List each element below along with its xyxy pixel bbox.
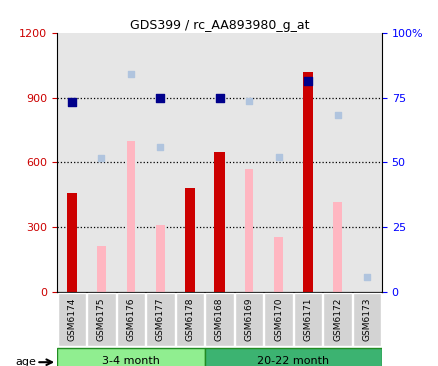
Title: GDS399 / rc_AA893980_g_at: GDS399 / rc_AA893980_g_at — [130, 19, 308, 32]
FancyBboxPatch shape — [264, 293, 292, 346]
FancyBboxPatch shape — [87, 293, 115, 346]
Text: GSM6177: GSM6177 — [155, 297, 165, 341]
Bar — [274, 237, 282, 292]
Bar — [234, 33, 263, 292]
Text: GSM6169: GSM6169 — [244, 297, 253, 341]
FancyBboxPatch shape — [293, 293, 321, 346]
FancyBboxPatch shape — [352, 293, 381, 346]
Text: GSM6174: GSM6174 — [67, 297, 76, 341]
Bar — [333, 202, 341, 292]
Bar — [352, 33, 381, 292]
Text: GSM6175: GSM6175 — [97, 297, 106, 341]
Text: GSM6178: GSM6178 — [185, 297, 194, 341]
Point — [156, 144, 163, 150]
FancyBboxPatch shape — [234, 293, 263, 346]
Point — [275, 154, 282, 160]
Bar — [116, 33, 145, 292]
Point — [98, 155, 105, 161]
Point — [245, 98, 252, 104]
Point — [68, 99, 75, 105]
Bar — [322, 33, 352, 292]
Point — [333, 112, 340, 118]
Bar — [97, 246, 105, 292]
Text: 3-4 month: 3-4 month — [102, 356, 159, 366]
FancyBboxPatch shape — [57, 348, 204, 366]
Bar — [244, 169, 253, 292]
Bar — [156, 225, 164, 292]
Text: GSM6170: GSM6170 — [273, 297, 283, 341]
Bar — [127, 141, 135, 292]
Point — [215, 95, 223, 101]
Bar — [184, 188, 194, 292]
Bar — [145, 33, 175, 292]
Bar — [293, 33, 322, 292]
Text: GSM6168: GSM6168 — [215, 297, 223, 341]
FancyBboxPatch shape — [323, 293, 351, 346]
Text: GSM6172: GSM6172 — [332, 297, 341, 341]
Bar — [302, 72, 313, 292]
Bar — [67, 193, 77, 292]
FancyBboxPatch shape — [175, 293, 204, 346]
FancyBboxPatch shape — [146, 293, 174, 346]
FancyBboxPatch shape — [57, 293, 86, 346]
Text: GSM6173: GSM6173 — [362, 297, 371, 341]
FancyBboxPatch shape — [204, 348, 381, 366]
Text: GSM6171: GSM6171 — [303, 297, 312, 341]
FancyBboxPatch shape — [117, 293, 145, 346]
Point — [363, 274, 370, 280]
Bar — [57, 33, 86, 292]
Bar — [86, 33, 116, 292]
Point — [304, 79, 311, 85]
Bar — [204, 33, 234, 292]
Bar — [214, 152, 224, 292]
Text: age: age — [15, 357, 36, 366]
Text: 20-22 month: 20-22 month — [257, 356, 328, 366]
FancyBboxPatch shape — [205, 293, 233, 346]
Bar — [263, 33, 293, 292]
Text: GSM6176: GSM6176 — [126, 297, 135, 341]
Point — [156, 95, 163, 101]
Point — [127, 71, 134, 77]
Bar — [175, 33, 204, 292]
